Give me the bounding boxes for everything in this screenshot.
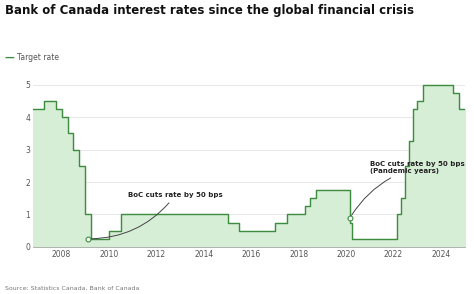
Text: —: — — [5, 53, 15, 63]
Text: Target rate: Target rate — [17, 53, 59, 62]
Text: BoC cuts rate by 50 bps: BoC cuts rate by 50 bps — [91, 192, 223, 239]
Text: Bank of Canada interest rates since the global financial crisis: Bank of Canada interest rates since the … — [5, 4, 414, 17]
Text: BoC cuts rate by 50 bps
(Pandemic years): BoC cuts rate by 50 bps (Pandemic years) — [352, 161, 465, 216]
Text: Source: Statistics Canada, Bank of Canada: Source: Statistics Canada, Bank of Canad… — [5, 286, 139, 291]
